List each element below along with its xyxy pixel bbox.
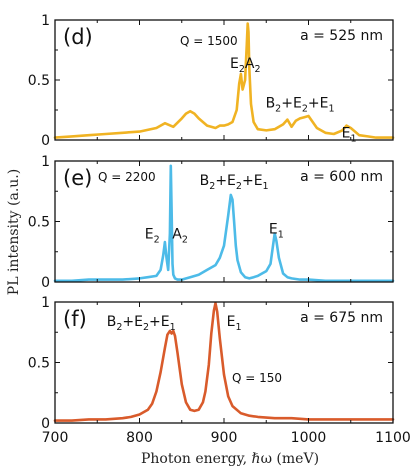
x-axis-label: Photon energy, ℏω (meV) bbox=[141, 451, 319, 467]
y-tick-label: 0 bbox=[41, 275, 50, 291]
quality-factor-label: Q = 1500 bbox=[180, 34, 238, 48]
x-tick-label: 700 bbox=[42, 430, 69, 446]
peak-label: E2​ bbox=[230, 56, 245, 75]
y-tick-label: 0.5 bbox=[28, 215, 50, 231]
quality-factor-label: Q = 150 bbox=[232, 371, 282, 385]
peak-label: A2​ bbox=[245, 56, 261, 75]
panel-2: 0 0.5 1 (f) a = 675 nm Q = 150 B2​+E2​+E1​ E1​ bbox=[28, 295, 395, 432]
x-tick-label: 1000 bbox=[291, 430, 327, 446]
panel-label: (f) bbox=[63, 307, 87, 331]
panels-group: 00.51(d)a = 525 nmQ = 1500E2​A2​B2​+E2​+… bbox=[28, 13, 395, 432]
y-tick-label: 0 bbox=[41, 416, 50, 432]
y-axis-label: PL intensity (a.u.) bbox=[6, 169, 22, 295]
y-tick-label: 1 bbox=[41, 154, 50, 170]
peak-label: E1​ bbox=[227, 314, 242, 333]
y-tick-label: 0 bbox=[41, 133, 50, 149]
peak-label: E2​ bbox=[145, 226, 160, 245]
series-line-panel-1-0 bbox=[53, 164, 395, 283]
panel-1: 0 0.5 1 (e) a = 600 nm Q = 2200 E2​ A2​ B2​+E2​+… bbox=[28, 154, 395, 291]
lattice-constant-label: a = 600 nm bbox=[300, 169, 383, 185]
y-tick-label: 0.5 bbox=[28, 356, 50, 372]
peak-label: B2​+E2​+E1​ bbox=[107, 314, 176, 333]
x-tick-label: 1100 bbox=[375, 430, 411, 446]
lattice-constant-label: a = 675 nm bbox=[300, 310, 383, 326]
y-tick-label: 1 bbox=[41, 295, 50, 311]
panel-label: (d) bbox=[63, 25, 93, 49]
panel-0: 0 0.5 1 (d) a = 525 nm Q = 1500 E2​A2​ B2​+E2​+… bbox=[28, 13, 395, 149]
peak-label: B2​+E2​+E1​ bbox=[266, 96, 335, 115]
x-tick-label: 800 bbox=[126, 430, 153, 446]
panel-label: (e) bbox=[63, 166, 92, 190]
x-tick-label: 900 bbox=[211, 430, 238, 446]
peak-label: E1​ bbox=[342, 126, 357, 145]
peak-label: E1​ bbox=[269, 222, 284, 241]
y-tick-label: 1 bbox=[41, 13, 50, 29]
y-tick-label: 0.5 bbox=[28, 73, 50, 89]
quality-factor-label: Q = 2200 bbox=[98, 170, 156, 184]
lattice-constant-label: a = 525 nm bbox=[300, 28, 383, 44]
peak-label: A2​ bbox=[172, 226, 188, 245]
x-tick-labels: 700 800 900 1000 1100 bbox=[42, 430, 411, 446]
series-line-panel-0-0 bbox=[53, 22, 395, 139]
peak-label: B2​+E2​+E1​ bbox=[200, 173, 269, 192]
series-line-panel-2-0 bbox=[53, 301, 395, 422]
